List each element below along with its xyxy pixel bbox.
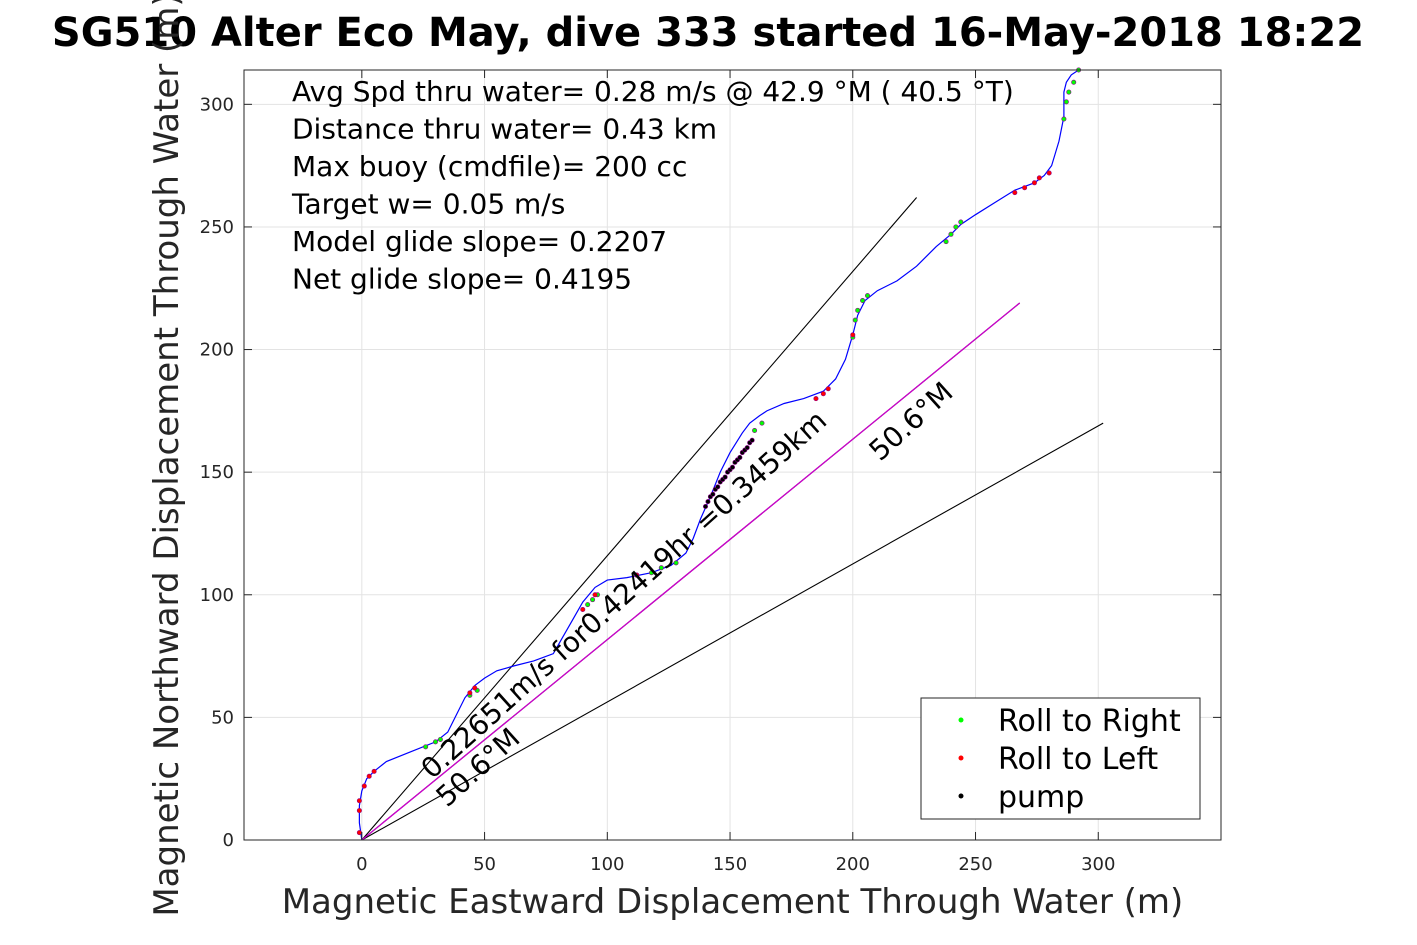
roll-to-right-point — [432, 739, 438, 745]
roll-to-left-point — [592, 592, 598, 598]
pump-point — [749, 437, 755, 443]
y-tick-label: 200 — [200, 340, 234, 361]
annotation-block: Avg Spd thru water= 0.28 m/s @ 42.9 °M (… — [291, 75, 1014, 296]
x-tick-label: 300 — [1081, 854, 1115, 875]
y-tick-label: 250 — [200, 217, 234, 238]
roll-to-right-point — [648, 570, 654, 576]
roll-to-left-point — [813, 396, 819, 402]
roll-to-right-point — [865, 293, 871, 299]
annotation-line-4: Model glide slope= 0.2207 — [292, 225, 667, 258]
x-tick-label: 150 — [713, 854, 747, 875]
roll-to-right-point — [437, 736, 443, 742]
roll-to-right-point — [673, 560, 679, 566]
annotation-line-0: Avg Spd thru water= 0.28 m/s @ 42.9 °M (… — [292, 75, 1014, 108]
y-tick-label: 50 — [211, 707, 234, 728]
pump-point — [722, 474, 728, 480]
roll-to-left-point — [467, 690, 473, 696]
roll-to-right-point — [1061, 116, 1067, 122]
roll-to-right-point — [943, 239, 949, 245]
roll-to-right-point — [585, 602, 591, 608]
heading-label-1: 50.6°M — [863, 375, 960, 467]
x-tick-label: 250 — [958, 854, 992, 875]
annotation-line-3: Target w= 0.05 m/s — [291, 188, 565, 221]
track-line — [358, 69, 1079, 841]
legend-entry-0: Roll to Right — [998, 704, 1181, 739]
annotation-line-5: Net glide slope= 0.4195 — [292, 263, 632, 296]
roll-to-left-point — [361, 783, 367, 789]
roll-to-left-point — [825, 386, 831, 392]
plot-area-frame — [243, 69, 1222, 841]
guide-line-0 — [361, 197, 918, 841]
pump-point — [744, 445, 750, 451]
track-series — [358, 69, 1079, 841]
roll-to-right-point — [855, 307, 861, 313]
x-tick-label: 0 — [356, 854, 367, 875]
roll-to-left-point — [820, 391, 826, 397]
roll-to-left-point — [580, 606, 586, 612]
guide-lines — [361, 197, 1104, 841]
roll-to-right-point — [658, 565, 664, 571]
roll-to-left-point — [356, 830, 362, 836]
roll-to-right-point — [948, 231, 954, 237]
pump-point — [729, 464, 735, 470]
roll-to-left-point — [850, 332, 856, 338]
roll-to-right-point — [958, 219, 964, 225]
roll-to-left-point — [1022, 185, 1028, 191]
roll-to-left-point — [356, 808, 362, 814]
x-tick-label: 200 — [836, 854, 870, 875]
roll-to-left-point — [366, 773, 372, 779]
roll-to-right-point — [860, 298, 866, 304]
roll-to-left-point — [1036, 175, 1042, 181]
axis-ticks: 0 50 100 150 200 250 300 0 50 100 150 200 250 300 — [200, 70, 1221, 875]
roll-to-left-point — [1031, 180, 1037, 186]
roll-to-right-point — [759, 420, 765, 426]
legend-marker-2 — [958, 793, 964, 799]
roll-to-left-point — [356, 798, 362, 804]
x-axis-label: Magnetic Eastward Displacement Through W… — [282, 882, 1184, 922]
legend-marker-0 — [958, 717, 964, 723]
annotation-line-1: Distance thru water= 0.43 km — [292, 113, 717, 146]
roll-to-left-point — [1046, 170, 1052, 176]
roll-to-right-point — [1071, 79, 1077, 85]
pump-point — [710, 491, 716, 497]
roll-to-right-point — [953, 224, 959, 230]
annotation-line-2: Max buoy (cmdfile)= 200 cc — [292, 150, 687, 183]
x-tick-label: 100 — [590, 854, 624, 875]
pump-point — [715, 484, 721, 490]
y-tick-label: 300 — [200, 94, 234, 115]
roll-to-right-point — [1066, 89, 1072, 95]
pump-point — [705, 499, 711, 505]
chart-title: SG510 Alter Eco May, dive 333 started 16… — [52, 10, 1364, 56]
legend-entry-2: pump — [998, 780, 1084, 815]
y-tick-label: 150 — [200, 462, 234, 483]
marker-points — [356, 67, 1082, 836]
roll-to-right-point — [1063, 99, 1069, 105]
pump-point — [737, 454, 743, 460]
y-tick-label: 0 — [223, 830, 234, 851]
legend-entry-1: Roll to Left — [998, 742, 1158, 777]
legend-box — [920, 697, 1201, 820]
net-displacement-line — [361, 302, 1021, 841]
roll-to-left-point — [371, 768, 377, 774]
roll-to-right-point — [590, 597, 596, 603]
roll-to-right-point — [423, 744, 429, 750]
roll-to-left-point — [472, 685, 478, 691]
x-tick-label: 50 — [473, 854, 496, 875]
roll-to-left-point — [1012, 190, 1018, 196]
roll-to-right-point — [752, 427, 758, 433]
roll-to-right-point — [852, 317, 858, 323]
y-tick-label: 100 — [200, 585, 234, 606]
pump-point — [702, 503, 708, 509]
y-axis-label: Magnetic Northward Displacement Through … — [147, 0, 187, 917]
grid-lines — [244, 70, 1221, 841]
legend-marker-1 — [958, 755, 964, 761]
roll-to-left-point — [634, 572, 640, 578]
guide-line-1 — [361, 422, 1104, 841]
